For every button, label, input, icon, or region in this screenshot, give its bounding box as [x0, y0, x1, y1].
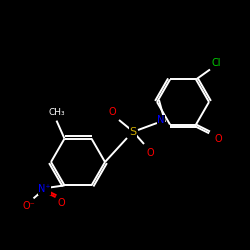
Text: S: S — [130, 127, 136, 137]
Text: O⁻: O⁻ — [22, 202, 35, 211]
Text: O: O — [146, 148, 154, 158]
Text: Cl: Cl — [211, 58, 221, 68]
Text: N: N — [157, 115, 165, 125]
Text: O: O — [214, 134, 222, 143]
Text: N⁺: N⁺ — [38, 184, 51, 194]
Text: O: O — [108, 107, 116, 117]
Text: O: O — [58, 198, 65, 208]
Text: CH₃: CH₃ — [48, 108, 65, 117]
